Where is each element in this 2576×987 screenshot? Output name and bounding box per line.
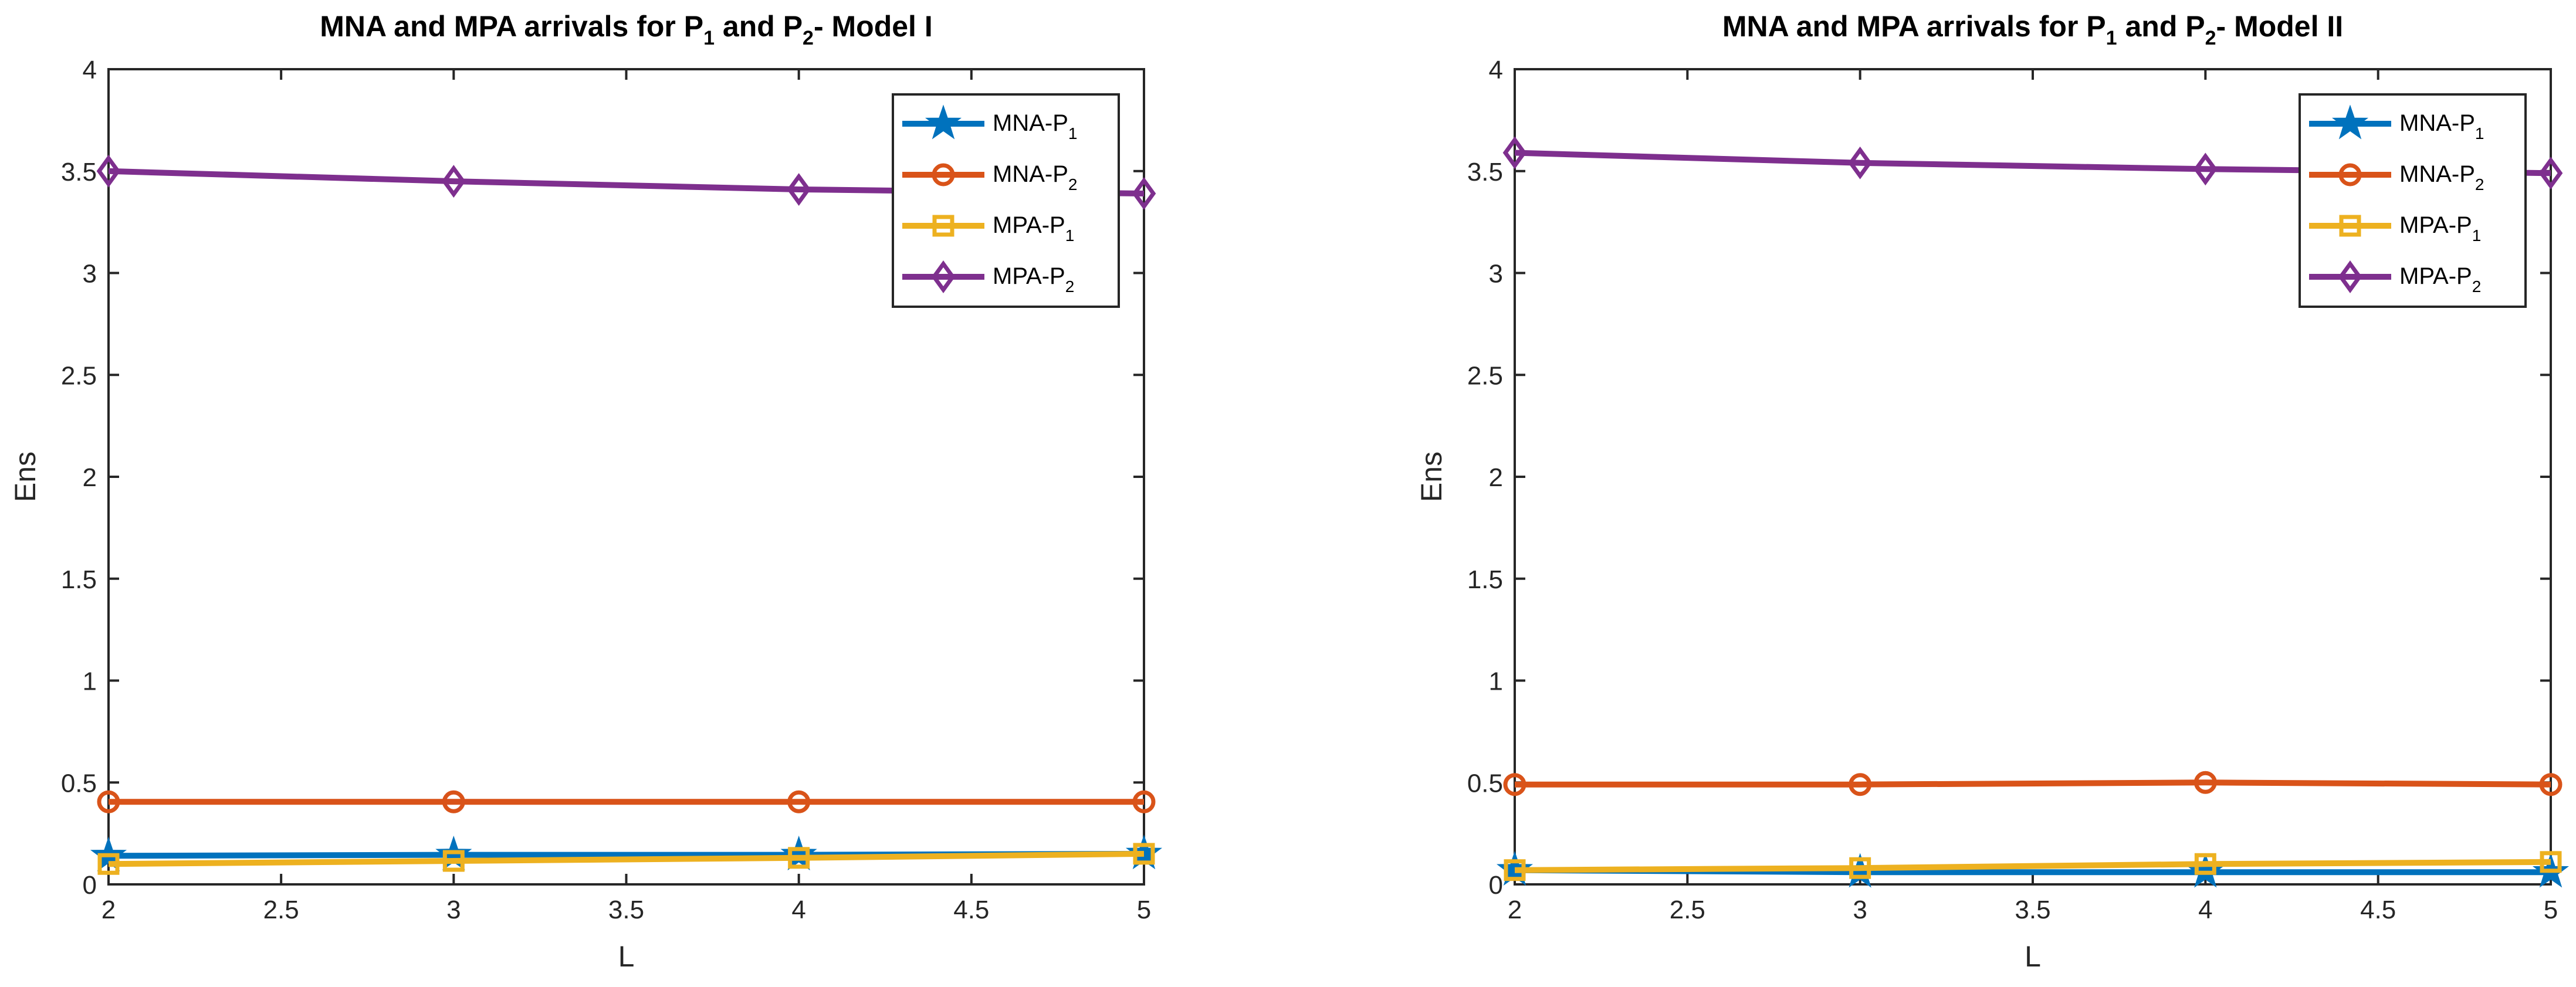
legend-marker bbox=[931, 260, 956, 293]
chart-panel-1: MNA and MPA arrivals for P1 and P2- Mode… bbox=[9, 10, 1163, 973]
data-point bbox=[2538, 157, 2563, 190]
legend-label: MNA-P1 bbox=[993, 110, 1077, 143]
legend: MNA-P1 MNA-P2 MPA-P1 MPA-P2 bbox=[2299, 93, 2527, 308]
legend-marker bbox=[2331, 104, 2369, 140]
y-tick-label: 2 bbox=[1489, 463, 1503, 492]
x-tick-label: 5 bbox=[1137, 896, 1151, 924]
data-point bbox=[1125, 835, 1163, 870]
y-axis-label: Ens bbox=[9, 452, 42, 502]
data-point bbox=[788, 847, 810, 869]
data-point bbox=[1848, 146, 1872, 179]
legend-label: MNA-P1 bbox=[2399, 110, 2484, 143]
legend-marker bbox=[925, 104, 962, 140]
data-point bbox=[787, 790, 811, 813]
x-tick-label: 3 bbox=[1853, 896, 1867, 924]
series-mpa-p1 bbox=[97, 843, 1155, 875]
legend-marker bbox=[932, 215, 954, 237]
x-tick-label: 5 bbox=[2544, 896, 2558, 924]
legend-box bbox=[2299, 93, 2527, 308]
data-point bbox=[442, 790, 465, 813]
legend-box bbox=[892, 93, 1120, 308]
x-tick-label: 4 bbox=[791, 896, 805, 924]
x-tick-label: 4.5 bbox=[953, 896, 989, 924]
legend-marker bbox=[932, 163, 955, 186]
data-point bbox=[1132, 177, 1156, 210]
data-point bbox=[1849, 773, 1872, 796]
legend-marker bbox=[2338, 260, 2362, 293]
x-axis-label: L bbox=[618, 940, 635, 973]
data-point bbox=[1503, 773, 1526, 796]
data-point bbox=[1133, 843, 1155, 865]
x-tick-label: 2.5 bbox=[263, 896, 299, 924]
x-tick-label: 4.5 bbox=[2360, 896, 2396, 924]
series-mna-p2 bbox=[1503, 771, 2563, 796]
y-tick-label: 3 bbox=[83, 260, 97, 289]
y-tick-label: 1.5 bbox=[1467, 565, 1503, 594]
legend-label: MNA-P2 bbox=[993, 161, 1077, 194]
data-point bbox=[2540, 851, 2562, 873]
x-tick-label: 3.5 bbox=[2015, 896, 2050, 924]
data-point bbox=[1502, 136, 1527, 169]
series-mpa-p1 bbox=[1504, 851, 2562, 881]
data-point bbox=[96, 154, 121, 188]
x-tick-label: 3 bbox=[446, 896, 461, 924]
data-point bbox=[442, 165, 466, 198]
series-line bbox=[108, 850, 1145, 867]
series-mna-p2 bbox=[97, 790, 1156, 813]
x-tick-label: 3.5 bbox=[608, 896, 644, 924]
x-axis-label: L bbox=[2025, 940, 2041, 973]
x-tick-label: 2 bbox=[101, 896, 116, 924]
legend-label: MPA-P1 bbox=[2399, 212, 2481, 245]
y-tick-label: 2.5 bbox=[61, 361, 97, 390]
y-tick-label: 4 bbox=[1489, 56, 1503, 84]
data-point bbox=[2194, 771, 2217, 794]
y-tick-label: 0 bbox=[83, 871, 97, 900]
data-point bbox=[2539, 773, 2563, 796]
legend: MNA-P1 MNA-P2 MPA-P1 MPA-P2 bbox=[892, 93, 1120, 308]
x-tick-label: 2 bbox=[1508, 896, 1522, 924]
chart-panel-2: MNA and MPA arrivals for P1 and P2- Mode… bbox=[1415, 10, 2570, 973]
legend-label: MPA-P2 bbox=[993, 263, 1074, 296]
legend-label: MNA-P2 bbox=[2399, 161, 2484, 194]
y-tick-label: 0.5 bbox=[61, 769, 97, 798]
y-tick-label: 1 bbox=[83, 667, 97, 696]
y-tick-label: 1.5 bbox=[61, 565, 97, 594]
data-point bbox=[1849, 857, 1871, 879]
series-line bbox=[1515, 779, 2551, 788]
chart-title: MNA and MPA arrivals for P1 and P2- Mode… bbox=[1722, 10, 2343, 49]
data-point bbox=[2194, 152, 2218, 186]
data-point bbox=[97, 790, 120, 813]
legend-marker bbox=[2339, 215, 2361, 237]
data-point bbox=[2194, 853, 2216, 875]
data-point bbox=[1132, 790, 1156, 813]
series-line bbox=[1514, 859, 2551, 873]
y-tick-label: 0.5 bbox=[1467, 769, 1503, 798]
y-tick-label: 4 bbox=[83, 56, 97, 84]
legend-label: MPA-P1 bbox=[993, 212, 1074, 245]
legend-marker bbox=[2338, 163, 2362, 186]
data-point bbox=[1504, 859, 1526, 881]
y-tick-label: 1 bbox=[1489, 667, 1503, 696]
data-point bbox=[787, 173, 811, 206]
chart-title: MNA and MPA arrivals for P1 and P2- Mode… bbox=[320, 10, 932, 49]
data-point bbox=[97, 853, 120, 875]
legend-label: MPA-P2 bbox=[2399, 263, 2481, 296]
data-point bbox=[442, 850, 465, 872]
y-tick-label: 3.5 bbox=[1467, 158, 1503, 186]
y-tick-label: 3.5 bbox=[61, 158, 97, 186]
y-axis-label: Ens bbox=[1415, 452, 1448, 502]
data-point bbox=[780, 835, 817, 871]
y-tick-label: 3 bbox=[1489, 260, 1503, 289]
x-tick-label: 2.5 bbox=[1670, 896, 1705, 924]
x-tick-label: 4 bbox=[2198, 896, 2212, 924]
y-tick-label: 2 bbox=[83, 463, 97, 492]
y-tick-label: 2.5 bbox=[1467, 361, 1503, 390]
y-tick-label: 0 bbox=[1489, 871, 1503, 900]
